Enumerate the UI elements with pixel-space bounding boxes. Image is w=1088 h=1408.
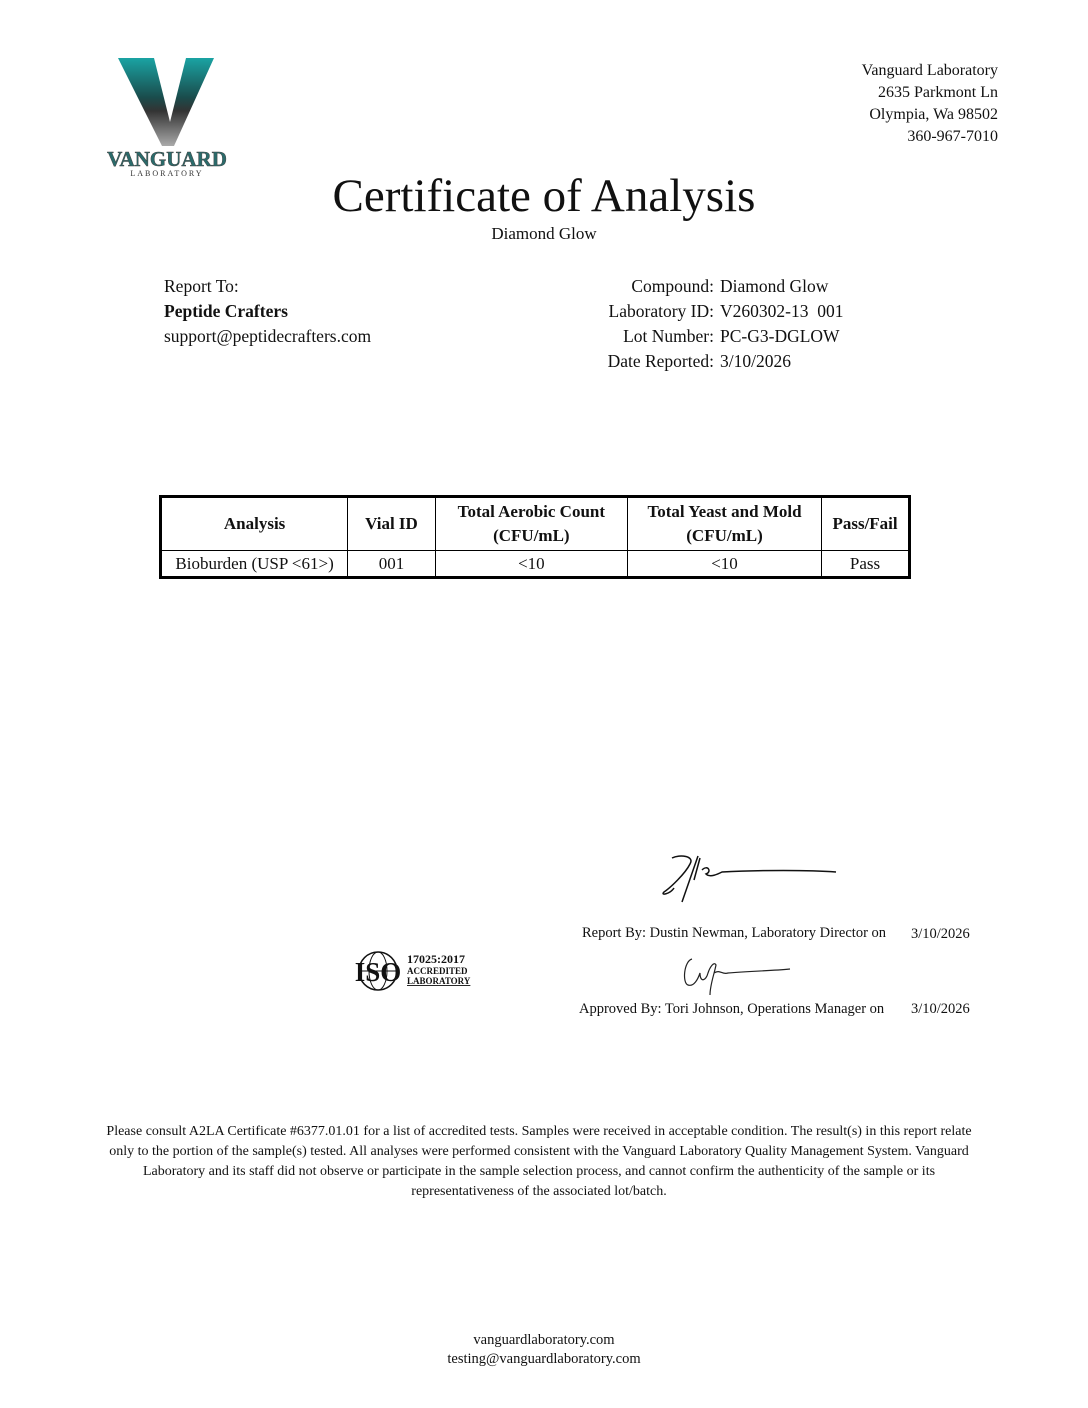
footer: vanguardlaboratory.com testing@vanguardl… — [0, 1331, 1088, 1369]
header-pass-fail: Pass/Fail — [821, 496, 910, 551]
lab-name: Vanguard Laboratory — [861, 62, 998, 79]
page-title: Certificate of Analysis — [332, 170, 756, 222]
svg-text:LABORATORY: LABORATORY — [407, 976, 471, 986]
footer-email[interactable]: testing@vanguardlaboratory.com — [447, 1351, 641, 1367]
svg-text:ISO: ISO — [355, 957, 402, 987]
report-to-label: Report To: — [164, 276, 239, 296]
info-row-lot: Lot Number: PC-G3-DGLOW — [560, 324, 843, 349]
report-by: Report By: Dustin Newman, Laboratory Dir… — [582, 925, 887, 941]
client-email: support@peptidecrafters.com — [164, 326, 372, 346]
report-to: Report To: Peptide Crafters support@pept… — [164, 274, 371, 349]
cell-analysis: Bioburden (USP <61>) — [159, 550, 349, 578]
footer-website[interactable]: vanguardlaboratory.com — [473, 1332, 615, 1348]
report-date: 3/10/2026 — [911, 926, 970, 942]
svg-text:LABORATORY: LABORATORY — [130, 169, 203, 178]
manager-signature — [680, 955, 800, 1005]
header-unit: (CFU/mL) — [493, 526, 570, 545]
header-text: Total Aerobic Count — [457, 502, 606, 521]
client-name: Peptide Crafters — [164, 301, 288, 321]
cell-aerobic: <10 — [434, 550, 628, 578]
svg-text:ACCREDITED: ACCREDITED — [407, 966, 468, 976]
table-header-row: Analysis Vial ID Total Aerobic Count (CFU… — [159, 496, 910, 551]
director-signature — [660, 850, 840, 910]
header-yeast-mold: Total Yeast and Mold (CFU/mL) — [626, 496, 823, 551]
cell-yeast-mold: <10 — [626, 550, 823, 578]
info-label: Laboratory ID: — [608, 301, 714, 321]
results-table: Analysis Vial ID Total Aerobic Count (CFU… — [159, 495, 911, 579]
info-label: Compound: — [631, 276, 714, 296]
header-analysis: Analysis — [159, 496, 349, 551]
info-row-date: Date Reported: 3/10/2026 — [560, 349, 843, 374]
svg-text:17025:2017: 17025:2017 — [407, 952, 465, 966]
lab-city: Olympia, Wa 98502 — [869, 106, 998, 123]
cell-pass-fail: Pass — [821, 550, 910, 578]
cell-vial-id: 001 — [347, 550, 436, 578]
sample-info: Compound: Diamond Glow Laboratory ID: V260… — [560, 274, 844, 374]
info-value: 3/10/2026 — [720, 351, 791, 371]
approved-date: 3/10/2026 — [911, 1001, 970, 1017]
lab-address: Vanguard Laboratory 2635 Parkmont Ln Oly… — [862, 60, 998, 148]
approved-by: Approved By: Tori Johnson, Operations Ma… — [579, 1001, 885, 1017]
info-value: V260302-13 001 — [720, 301, 844, 321]
header-vial-id: Vial ID — [347, 496, 436, 551]
header-aerobic: Total Aerobic Count (CFU/mL) — [434, 496, 628, 551]
info-label: Lot Number: — [623, 326, 714, 346]
page-subtitle: Diamond Glow — [491, 224, 597, 243]
table-row: Bioburden (USP <61>) 001 <10 <10 Pass — [159, 550, 910, 578]
iso-accreditation-badge: ISO 17025:2017 ACCREDITED LABORATORY — [354, 950, 480, 997]
lab-street: 2635 Parkmont Ln — [878, 84, 998, 101]
info-row-lab-id: Laboratory ID: V260302-13 001 — [560, 299, 844, 324]
header-unit: (CFU/mL) — [686, 526, 763, 545]
disclaimer: Please consult A2LA Certificate #6377.01… — [106, 1124, 972, 1199]
info-row-compound: Compound: Diamond Glow — [560, 274, 843, 299]
info-label: Date Reported: — [607, 351, 714, 371]
info-value: Diamond Glow — [720, 276, 829, 296]
svg-text:VANGUARD: VANGUARD — [107, 147, 227, 171]
header-text: Total Yeast and Mold — [647, 502, 802, 521]
vanguard-logo: VANGUARD LABORATORY — [104, 54, 230, 178]
lab-phone: 360-967-7010 — [907, 128, 998, 145]
info-value: PC-G3-DGLOW — [720, 326, 840, 346]
